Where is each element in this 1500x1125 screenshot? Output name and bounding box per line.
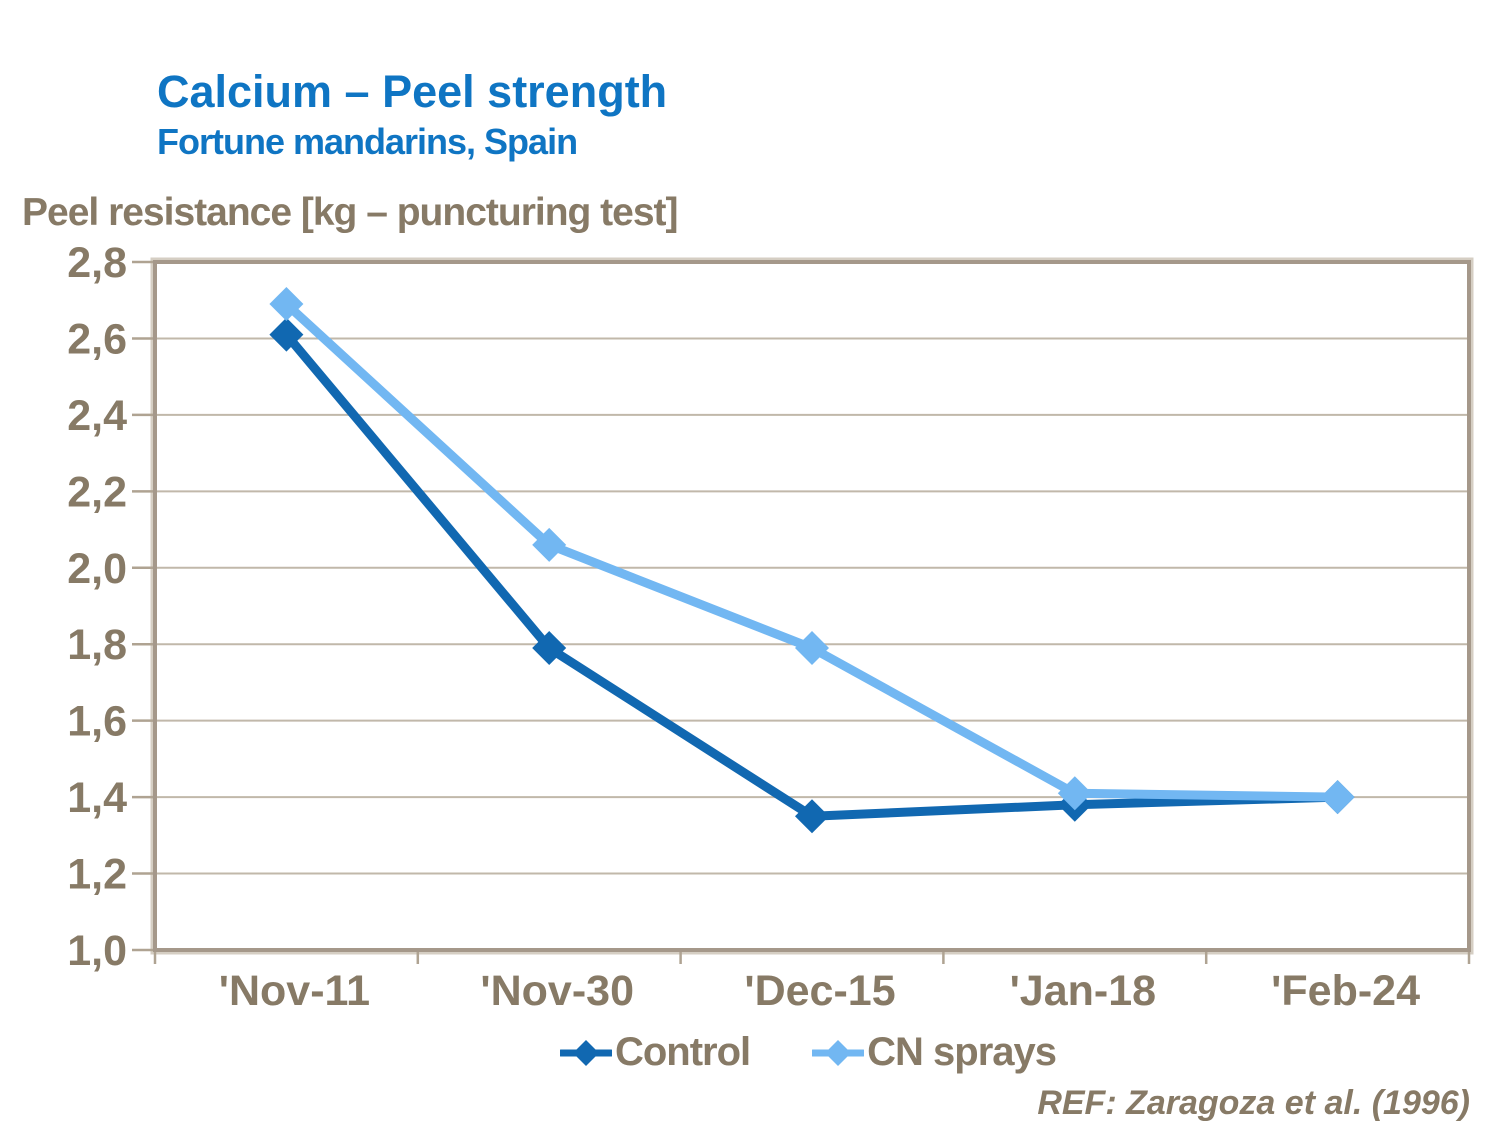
y-tick-label: 1,8: [67, 621, 127, 669]
plot-frame: [153, 260, 1471, 952]
series-line-control: [281, 330, 1343, 821]
y-axis-title: Peel resistance [kg – puncturing test]: [22, 191, 679, 234]
x-axis-label: 'Dec-15: [744, 967, 895, 1015]
x-axis-label: 'Jan-18: [1010, 967, 1156, 1015]
legend-label-control: Control: [614, 1030, 751, 1074]
legend-marker-icon: [559, 1039, 612, 1066]
y-tick-label: 1,0: [67, 927, 127, 975]
legend-item-cn-sprays: CN sprays: [812, 1030, 1057, 1075]
series-marker-cn-sprays: [269, 287, 304, 322]
legend-item-control: Control: [559, 1030, 751, 1075]
series-marker-cn-sprays: [795, 631, 829, 666]
y-tick-label: 1,2: [67, 851, 127, 899]
chart-legend: Control CN sprays: [58, 1030, 1500, 1075]
series-marker-control: [269, 317, 304, 352]
y-tick-label: 1,6: [67, 698, 127, 746]
series-marker-cn-sprays: [532, 527, 567, 562]
series-marker-cn-sprays: [1057, 776, 1092, 811]
plot-frame-highlight: [150, 257, 1474, 955]
x-axis-label: 'Nov-30: [480, 967, 634, 1015]
y-tick-label: 1,4: [67, 774, 127, 822]
legend-label-cn-sprays: CN sprays: [867, 1030, 1057, 1074]
x-axis-label: 'Nov-11: [219, 967, 370, 1015]
series-marker-cn-sprays: [1320, 780, 1355, 815]
y-tick-label: 2,4: [67, 392, 127, 440]
y-tick-label: 2,6: [67, 315, 127, 363]
legend-marker-icon: [812, 1039, 865, 1066]
y-tick-label: 2,2: [67, 468, 127, 516]
x-axis-label: 'Feb-24: [1271, 967, 1420, 1015]
title-block: Calcium – Peel strength Fortune mandarin…: [157, 66, 668, 162]
y-tick-label: 2,8: [67, 239, 127, 287]
y-tick-label: 2,0: [67, 545, 127, 593]
page-subtitle: Fortune mandarins, Spain: [157, 120, 578, 162]
page-title: Calcium – Peel strength: [157, 66, 668, 117]
series-marker-control: [532, 631, 567, 666]
series-line-cn-sprays: [281, 299, 1343, 802]
series-marker-control: [795, 799, 829, 834]
reference-text: REF: Zaragoza et al. (1996): [1037, 1084, 1470, 1122]
